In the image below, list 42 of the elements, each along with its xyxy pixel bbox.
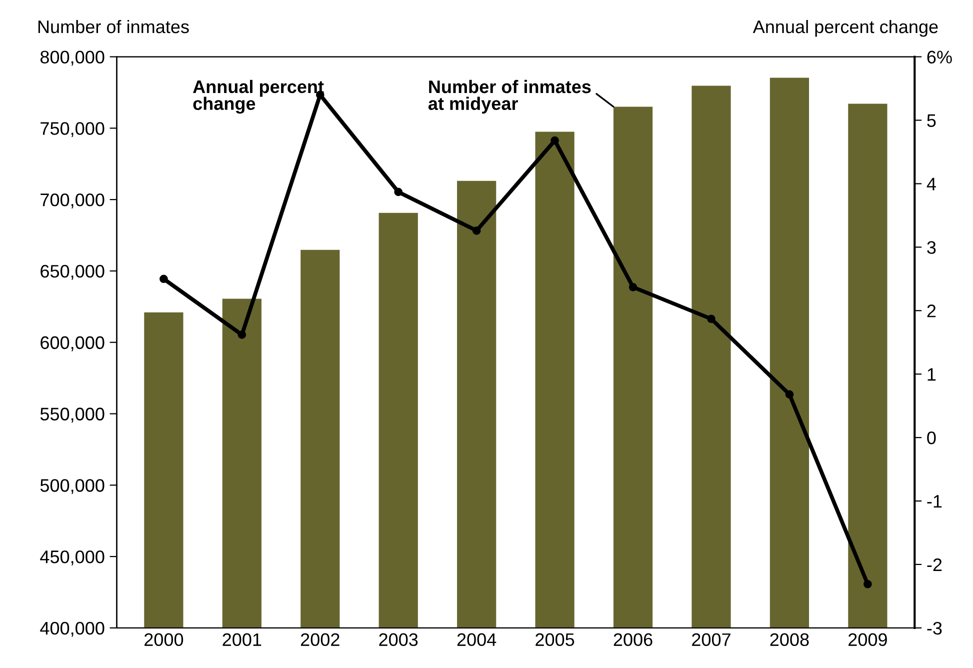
y-tick-label: 400,000	[40, 622, 104, 637]
x-tick-label: 2009	[848, 633, 887, 646]
x-tick-label: 2008	[770, 633, 809, 646]
y2-tick-label: -2	[927, 558, 942, 571]
y-axis-title: Number of inmates	[38, 20, 189, 34]
y-tick-label: 450,000	[40, 550, 104, 566]
x-tick-label: 2004	[457, 633, 496, 646]
x-tick-label: 2002	[300, 633, 340, 646]
y2-tick-label: 5	[927, 114, 936, 127]
y-tick-label: 500,000	[40, 479, 104, 494]
y2-tick-label: -1	[927, 495, 942, 508]
y-tick-label: 650,000	[40, 264, 104, 280]
x-tick-label: 2001	[222, 633, 262, 646]
y2-axis-title: Annual percent change	[752, 20, 938, 37]
y-tick-label: 600,000	[40, 336, 104, 352]
point	[628, 282, 638, 292]
point	[160, 274, 168, 284]
x-tick-label: 2005	[536, 633, 574, 646]
y2-tick-label: 0	[927, 431, 936, 444]
series-label: Annual percent change	[193, 80, 324, 114]
point	[864, 580, 872, 588]
point	[472, 226, 481, 235]
point	[785, 390, 794, 399]
point	[394, 188, 403, 196]
y-tick-label: 750,000	[40, 122, 104, 138]
x-tick-label: 2003	[379, 633, 418, 646]
y2-tick-label: 2	[927, 304, 936, 318]
annotation: Number of inmates at midyear	[428, 80, 591, 114]
y-tick-label: 800,000	[40, 50, 104, 66]
point	[550, 136, 559, 145]
y-tick-label: 550,000	[40, 408, 104, 423]
x-tick-label: 2006	[614, 633, 652, 646]
y2-tick-label: 4	[926, 178, 936, 190]
y2-tick-label: -3	[927, 622, 942, 635]
point	[707, 314, 716, 324]
y-tick-label: 700,000	[40, 194, 104, 208]
y2-tick-label: 6%	[927, 50, 952, 64]
x-tick-label: 2007	[692, 633, 730, 646]
y2-tick-label: 3	[927, 241, 936, 254]
y2-tick-label: 1	[928, 368, 936, 381]
point	[238, 330, 246, 339]
x-tick-label: 2000	[144, 633, 184, 646]
